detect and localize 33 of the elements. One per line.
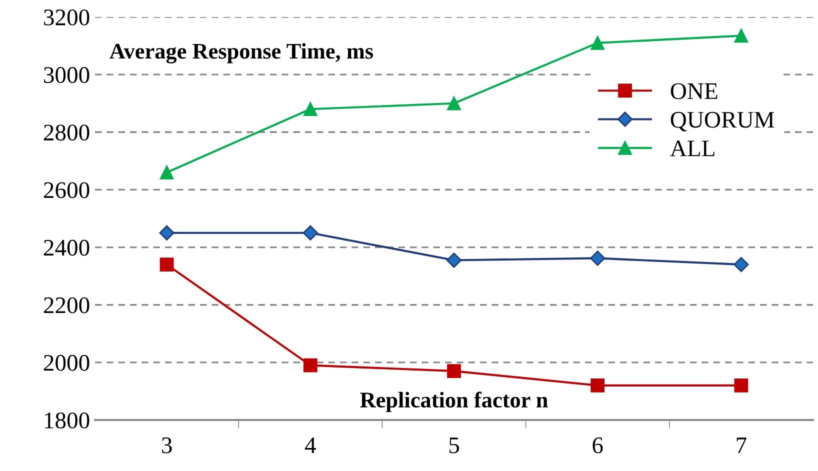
point — [734, 28, 748, 43]
point — [303, 102, 318, 116]
y-tick-label: 3200 — [44, 9, 90, 26]
x-tick-label: 5 — [449, 438, 459, 454]
point — [590, 378, 605, 392]
point — [447, 364, 461, 378]
x-axis-title: Replication factor n — [360, 392, 548, 412]
y-tick-label: 2600 — [44, 182, 90, 198]
x-tick-label: 3 — [162, 437, 172, 454]
point — [446, 252, 462, 268]
point — [590, 36, 605, 50]
point — [303, 358, 318, 372]
point — [447, 96, 461, 110]
y-tick-label: 2400 — [44, 240, 90, 256]
y-tick-label: 3000 — [44, 67, 90, 83]
y-tick-label: 1800 — [44, 412, 90, 428]
point — [302, 225, 318, 240]
y-tick-label: 2800 — [44, 124, 90, 141]
point — [590, 250, 606, 266]
point — [734, 378, 748, 392]
legend-label: ALL — [670, 140, 714, 156]
point — [160, 258, 174, 272]
point — [160, 166, 174, 180]
x-tick-label: 4 — [304, 438, 316, 454]
x-tick-label: 7 — [736, 438, 746, 454]
text: Average Response Time, ms — [110, 43, 374, 64]
legend-label: QUORUM — [670, 112, 774, 132]
y-tick-label: 2200 — [44, 297, 90, 314]
point — [159, 225, 174, 240]
y-tick-label: 2000 — [44, 354, 90, 371]
x-tick-label: 6 — [592, 437, 603, 454]
point — [734, 256, 749, 272]
legend-label: ONE — [670, 83, 718, 100]
